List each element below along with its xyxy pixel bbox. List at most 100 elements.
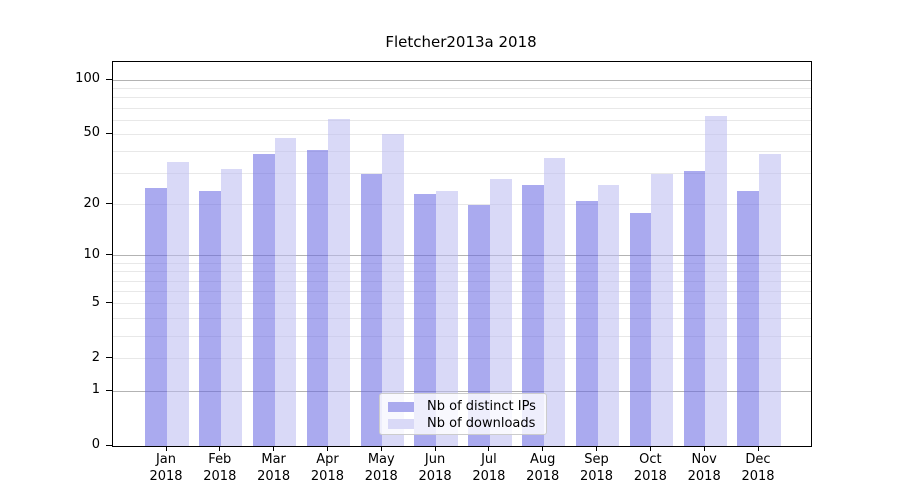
bar-distinct-ips-aug bbox=[522, 184, 544, 446]
minor-gridline bbox=[113, 262, 811, 264]
x-tick-label-month: May bbox=[367, 452, 395, 467]
x-tick-mark bbox=[326, 446, 328, 451]
x-tick-mark bbox=[273, 446, 275, 451]
legend-entry-distinct-ips: Nb of distinct IPs bbox=[388, 398, 546, 415]
bar-downloads-nov bbox=[705, 116, 727, 446]
x-tick-mark bbox=[380, 446, 382, 451]
x-tick-mark bbox=[649, 446, 651, 451]
bar-downloads-feb bbox=[220, 168, 243, 446]
x-tick-label-year: 2018 bbox=[526, 469, 560, 484]
x-tick-mark bbox=[434, 446, 436, 451]
x-tick-label-year: 2018 bbox=[257, 469, 291, 484]
x-tick-mark bbox=[165, 446, 167, 451]
bar-distinct-ips-oct bbox=[629, 212, 652, 446]
y-tick-label: 20 bbox=[83, 195, 100, 211]
y-tick-mark bbox=[106, 203, 112, 205]
y-tick-label: 2 bbox=[91, 349, 100, 365]
minor-gridline bbox=[113, 97, 811, 99]
bar-downloads-jan bbox=[167, 161, 189, 446]
x-tick-label-month: Nov bbox=[691, 452, 717, 467]
y-tick-label: 10 bbox=[83, 246, 100, 262]
x-tick-mark bbox=[219, 446, 221, 451]
y-tick-mark bbox=[106, 389, 112, 391]
minor-gridline bbox=[113, 133, 811, 135]
minor-gridline bbox=[113, 87, 811, 89]
legend-label-distinct-ips: Nb of distinct IPs bbox=[427, 399, 536, 414]
y-tick-label: 50 bbox=[83, 125, 100, 141]
x-tick-label-year: 2018 bbox=[203, 469, 237, 484]
legend-swatch-distinct-ips bbox=[388, 401, 414, 412]
bar-distinct-ips-mar bbox=[253, 153, 275, 446]
minor-gridline bbox=[113, 107, 811, 109]
x-tick-label-month: Mar bbox=[261, 452, 286, 467]
x-tick-label-month: Dec bbox=[745, 452, 771, 467]
x-tick-label-year: 2018 bbox=[579, 469, 614, 484]
minor-gridline bbox=[113, 317, 811, 319]
x-tick-mark bbox=[757, 446, 759, 451]
minor-gridline bbox=[113, 119, 811, 121]
legend-entry-downloads: Nb of downloads bbox=[388, 415, 546, 432]
y-tick-label: 5 bbox=[91, 294, 100, 310]
bar-downloads-mar bbox=[274, 137, 297, 446]
x-tick-label-year: 2018 bbox=[364, 469, 398, 484]
x-tick-label-month: Aug bbox=[530, 452, 556, 467]
minor-gridline bbox=[113, 358, 811, 360]
y-tick-mark bbox=[106, 357, 112, 359]
minor-gridline bbox=[113, 291, 811, 293]
bar-downloads-apr bbox=[328, 118, 351, 446]
x-tick-label-year: 2018 bbox=[472, 469, 506, 484]
chart-title: Fletcher2013a 2018 bbox=[385, 33, 537, 51]
x-tick-label-month: Jul bbox=[481, 452, 497, 467]
x-tick-label-month: Apr bbox=[316, 452, 339, 467]
plot-area bbox=[112, 61, 812, 447]
bar-distinct-ips-apr bbox=[306, 149, 329, 446]
y-tick-mark bbox=[106, 444, 112, 446]
minor-gridline bbox=[113, 303, 811, 305]
y-tick-label: 1 bbox=[91, 382, 100, 398]
minor-gridline bbox=[113, 271, 811, 273]
y-tick-label: 0 bbox=[91, 437, 100, 452]
bar-distinct-ips-jan bbox=[145, 187, 167, 446]
major-gridline bbox=[113, 255, 811, 257]
minor-gridline bbox=[113, 151, 811, 153]
y-tick-mark bbox=[106, 78, 112, 80]
bar-downloads-aug bbox=[543, 157, 566, 446]
x-tick-label-year: 2018 bbox=[687, 469, 721, 484]
legend: Nb of distinct IPs Nb of downloads bbox=[379, 393, 547, 435]
bar-distinct-ips-feb bbox=[199, 190, 221, 446]
bar-downloads-may bbox=[382, 134, 404, 446]
bar-downloads-oct bbox=[651, 173, 673, 446]
x-tick-mark bbox=[488, 446, 490, 451]
x-tick-label-month: Jan bbox=[155, 452, 177, 467]
minor-gridline bbox=[113, 335, 811, 337]
x-tick-label-month: Sep bbox=[584, 452, 609, 467]
x-tick-label-year: 2018 bbox=[741, 469, 775, 484]
bar-distinct-ips-sep bbox=[575, 200, 598, 446]
bar-downloads-dec bbox=[759, 153, 781, 446]
legend-label-downloads: Nb of downloads bbox=[427, 416, 536, 431]
bar-downloads-jun bbox=[436, 190, 458, 446]
legend-swatch-downloads bbox=[388, 418, 414, 429]
major-gridline bbox=[113, 79, 811, 81]
y-tick-mark bbox=[106, 302, 112, 304]
x-tick-label-year: 2018 bbox=[310, 469, 344, 484]
bar-distinct-ips-jul bbox=[468, 204, 490, 446]
bar-distinct-ips-jun bbox=[414, 194, 437, 446]
bar-downloads-sep bbox=[597, 184, 620, 446]
bar-distinct-ips-nov bbox=[683, 171, 706, 446]
bar-distinct-ips-may bbox=[360, 173, 383, 446]
x-tick-label-year: 2018 bbox=[149, 469, 183, 484]
x-tick-label-month: Feb bbox=[208, 452, 232, 467]
x-tick-mark bbox=[596, 446, 598, 451]
x-tick-label-year: 2018 bbox=[418, 469, 452, 484]
x-tick-label-month: Oct bbox=[639, 452, 662, 467]
minor-gridline bbox=[113, 173, 811, 175]
y-tick-label: 100 bbox=[75, 71, 100, 87]
x-tick-mark bbox=[542, 446, 544, 451]
bar-downloads-jul bbox=[489, 179, 512, 446]
y-tick-mark bbox=[106, 254, 112, 256]
bar-distinct-ips-dec bbox=[737, 190, 759, 446]
x-tick-label-month: Jun bbox=[424, 452, 446, 467]
x-tick-mark bbox=[703, 446, 705, 451]
